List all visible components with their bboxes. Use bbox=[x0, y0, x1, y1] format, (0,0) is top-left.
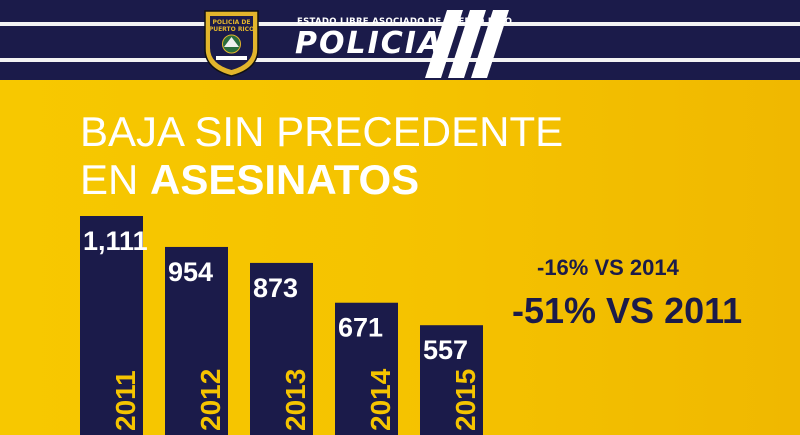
state-label: ESTADO LIBRE ASOCIADO DE PUERTO RICO bbox=[297, 17, 513, 27]
police-seal-icon: POLICIA DE PUERTO RICO bbox=[204, 10, 259, 77]
bar-2012 bbox=[165, 246, 228, 435]
brand-slashes-icon bbox=[425, 10, 509, 78]
svg-text:POLICIA DE: POLICIA DE bbox=[212, 19, 250, 26]
value-label-2011: 1,111 bbox=[83, 226, 148, 256]
bar-2011 bbox=[80, 216, 143, 435]
stat-vs-2014: -16% VS 2014 bbox=[537, 255, 679, 280]
stat-vs-2011: -51% VS 2011 bbox=[512, 290, 743, 331]
value-label-2012: 954 bbox=[168, 257, 213, 287]
bar-2015 bbox=[420, 325, 483, 435]
header-bar bbox=[0, 0, 800, 80]
brand-title: POLICIA bbox=[295, 26, 444, 61]
svg-text:PUERTO RICO: PUERTO RICO bbox=[209, 26, 254, 33]
value-label-2013: 873 bbox=[253, 273, 298, 303]
headline-line-1: BAJA SIN PRECEDENTE bbox=[80, 108, 564, 155]
header-stripe-top bbox=[0, 22, 800, 26]
category-label-2012: 2012 bbox=[195, 369, 226, 431]
bar-2014 bbox=[335, 302, 398, 435]
category-label-2013: 2013 bbox=[280, 369, 311, 431]
category-label-2014: 2014 bbox=[365, 368, 396, 431]
headline-bold-word: ASESINATOS bbox=[150, 156, 420, 203]
value-label-2014: 671 bbox=[338, 313, 383, 343]
category-label-2011: 2011 bbox=[110, 370, 141, 431]
value-label-2015: 557 bbox=[423, 335, 468, 365]
headline-line-2: EN ASESINATOS bbox=[80, 156, 563, 204]
bar-2013 bbox=[250, 262, 313, 435]
category-label-2015: 2015 bbox=[450, 369, 481, 431]
headline-prefix: EN bbox=[80, 156, 151, 203]
header-stripe-bottom bbox=[0, 58, 800, 62]
headline: BAJA SIN PRECEDENTE EN ASESINATOS bbox=[80, 108, 563, 204]
